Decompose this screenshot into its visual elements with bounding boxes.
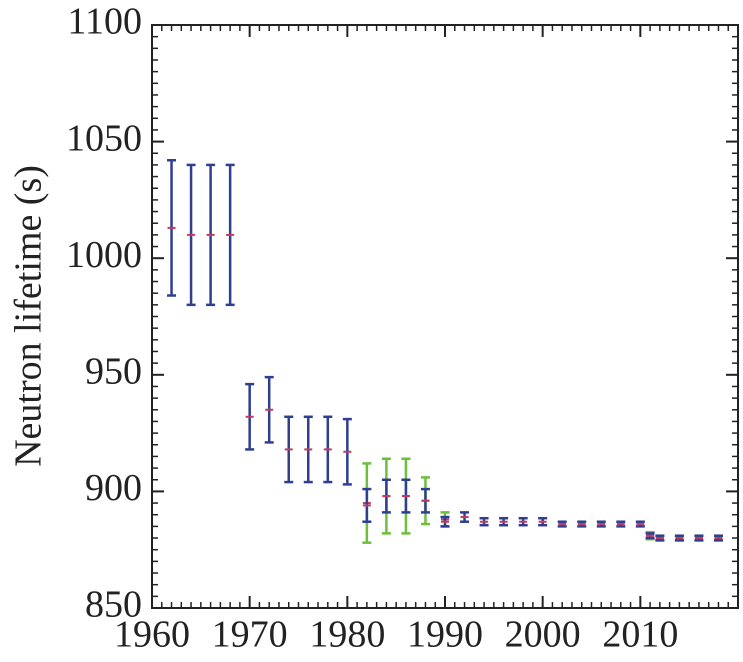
x-tick-label: 2000: [505, 614, 581, 656]
y-tick-label: 850: [85, 584, 142, 626]
y-tick-label: 1000: [66, 234, 142, 276]
y-axis-label: Neutron lifetime (s): [8, 165, 50, 467]
x-tick-label: 1990: [407, 614, 483, 656]
y-tick-label: 950: [85, 351, 142, 393]
x-tick-label: 1970: [212, 614, 288, 656]
x-tick-label: 1960: [114, 614, 190, 656]
x-tick-label: 1980: [309, 614, 385, 656]
y-tick-label: 1100: [67, 1, 142, 43]
y-tick-label: 1050: [66, 117, 142, 159]
y-tick-label: 900: [85, 467, 142, 509]
x-tick-label: 2010: [602, 614, 678, 656]
